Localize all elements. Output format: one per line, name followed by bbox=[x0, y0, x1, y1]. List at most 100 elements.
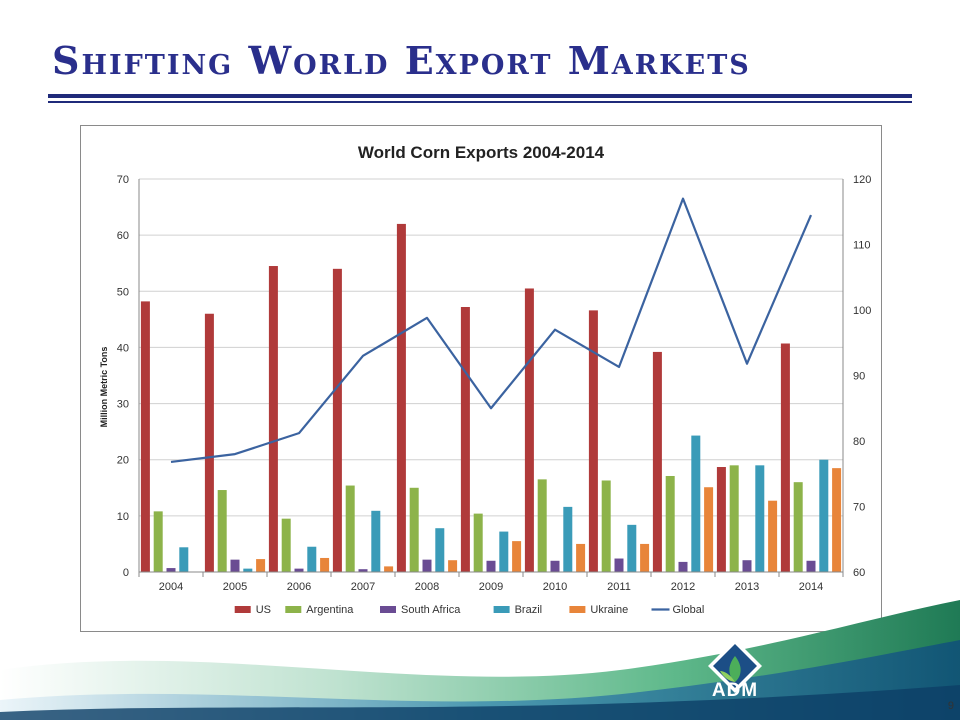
bar-south-africa bbox=[486, 560, 496, 572]
adm-logo bbox=[708, 639, 762, 693]
y-tick-label: 70 bbox=[117, 174, 129, 186]
bottom-decoration bbox=[0, 600, 960, 720]
y-tick-label: 60 bbox=[117, 230, 129, 242]
legend-label-argentina: Argentina bbox=[306, 604, 354, 616]
x-tick-label: 2004 bbox=[159, 581, 183, 593]
x-tick-label: 2006 bbox=[287, 581, 311, 593]
bar-argentina bbox=[409, 487, 419, 572]
title-rule-thin bbox=[48, 101, 912, 103]
legend-swatch-ukraine bbox=[569, 606, 586, 613]
x-tick-label: 2008 bbox=[415, 581, 439, 593]
bar-us bbox=[460, 307, 470, 572]
y-tick-label: 0 bbox=[123, 567, 129, 579]
y-tick-label: 20 bbox=[117, 455, 129, 467]
y2-tick-label: 100 bbox=[853, 305, 871, 317]
bar-ukraine bbox=[512, 541, 522, 572]
bar-argentina bbox=[153, 511, 163, 572]
bar-south-africa bbox=[166, 568, 176, 572]
bar-ukraine bbox=[576, 543, 586, 572]
bar-argentina bbox=[473, 513, 483, 572]
bar-ukraine bbox=[384, 566, 394, 572]
bar-us bbox=[332, 268, 342, 572]
legend-label-us: US bbox=[256, 604, 271, 616]
bar-south-africa bbox=[742, 560, 752, 572]
line-global bbox=[170, 197, 813, 464]
x-tick-label: 2007 bbox=[351, 581, 375, 593]
y-tick-label: 40 bbox=[117, 342, 129, 354]
bar-brazil bbox=[755, 465, 765, 572]
bar-ukraine bbox=[256, 559, 266, 572]
bar-south-africa bbox=[294, 568, 304, 572]
y-tick-label: 50 bbox=[117, 286, 129, 298]
bar-south-africa bbox=[806, 560, 816, 572]
y2-tick-label: 60 bbox=[853, 567, 865, 579]
legend-swatch-south-africa bbox=[380, 606, 396, 613]
bar-brazil bbox=[371, 510, 381, 572]
bar-us bbox=[716, 467, 726, 572]
bar-us bbox=[140, 301, 150, 572]
legend-label-south-africa: South Africa bbox=[401, 604, 461, 616]
legend-label-brazil: Brazil bbox=[515, 604, 543, 616]
chart-title: World Corn Exports 2004-2014 bbox=[358, 143, 605, 162]
bar-ukraine bbox=[320, 557, 330, 572]
y-tick-label: 30 bbox=[117, 399, 129, 411]
bar-brazil bbox=[691, 435, 701, 572]
bar-us bbox=[652, 351, 662, 572]
bar-brazil bbox=[819, 459, 829, 572]
bar-south-africa bbox=[678, 561, 688, 572]
bar-argentina bbox=[217, 490, 227, 572]
x-tick-label: 2009 bbox=[479, 581, 503, 593]
bar-south-africa bbox=[230, 559, 240, 572]
x-tick-label: 2014 bbox=[799, 581, 823, 593]
bar-ukraine bbox=[640, 543, 650, 572]
bar-ukraine bbox=[768, 500, 778, 572]
bar-brazil bbox=[435, 528, 445, 572]
y2-tick-label: 110 bbox=[853, 240, 871, 252]
bar-us bbox=[204, 313, 214, 572]
legend-label-global: Global bbox=[673, 604, 705, 616]
bar-argentina bbox=[281, 518, 291, 572]
y-axis-label: Million Metric Tons bbox=[99, 347, 109, 428]
page-number: 9 bbox=[947, 700, 954, 712]
bar-argentina bbox=[665, 475, 675, 572]
bar-us bbox=[268, 266, 278, 572]
bar-brazil bbox=[307, 546, 317, 572]
bar-ukraine bbox=[704, 487, 714, 572]
bar-argentina bbox=[345, 485, 355, 572]
bar-argentina bbox=[601, 480, 611, 572]
adm-logo-text: ADM bbox=[711, 680, 759, 701]
title-rule-thick bbox=[48, 94, 912, 98]
bar-south-africa bbox=[358, 569, 368, 572]
legend-swatch-us bbox=[234, 606, 251, 613]
bar-argentina bbox=[793, 482, 803, 572]
x-tick-label: 2005 bbox=[223, 581, 247, 593]
y2-tick-label: 120 bbox=[853, 174, 871, 186]
bar-brazil bbox=[243, 568, 253, 572]
bar-us bbox=[588, 310, 598, 572]
bar-ukraine bbox=[448, 560, 458, 572]
bar-ukraine bbox=[832, 468, 842, 572]
y2-tick-label: 80 bbox=[853, 436, 865, 448]
bar-us bbox=[396, 223, 406, 572]
bar-south-africa bbox=[422, 559, 432, 572]
x-tick-label: 2011 bbox=[607, 581, 631, 593]
bar-south-africa bbox=[550, 560, 560, 572]
x-tick-label: 2010 bbox=[543, 581, 567, 593]
slide-title: Shifting World Export Markets bbox=[52, 38, 751, 83]
bar-brazil bbox=[627, 524, 637, 572]
legend-swatch-brazil bbox=[493, 606, 510, 613]
legend-swatch-argentina bbox=[285, 606, 302, 613]
bar-us bbox=[780, 343, 790, 572]
legend-label-ukraine: Ukraine bbox=[590, 604, 628, 616]
y2-tick-label: 70 bbox=[853, 502, 865, 514]
bar-brazil bbox=[563, 506, 573, 572]
bar-brazil bbox=[179, 547, 189, 572]
x-tick-label: 2013 bbox=[735, 581, 759, 593]
corn-exports-chart: World Corn Exports 2004-2014 Million Met… bbox=[99, 143, 871, 616]
y-tick-label: 10 bbox=[117, 511, 129, 523]
bar-argentina bbox=[537, 479, 547, 572]
bar-us bbox=[524, 288, 534, 572]
bar-south-africa bbox=[614, 558, 624, 572]
x-tick-label: 2012 bbox=[671, 581, 695, 593]
y2-tick-label: 90 bbox=[853, 371, 865, 383]
